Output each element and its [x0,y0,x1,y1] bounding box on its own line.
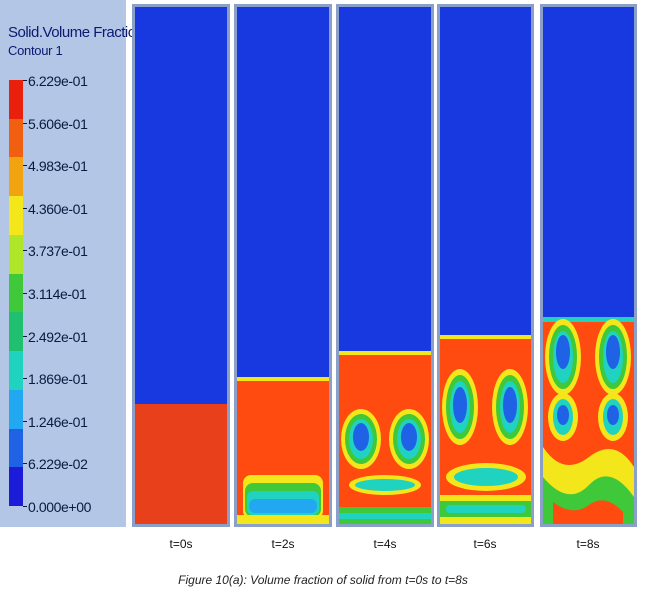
distributor-band [237,515,329,524]
bubble-right-lower [598,393,628,441]
legend-tick-label: 4.360e-01 [28,200,88,217]
legend-tick-mark [23,506,27,507]
legend-tick-label: 0.000e+00 [28,499,91,515]
legend-subtitle: Contour 1 [8,43,63,58]
bubble-right [595,319,631,395]
legend-tick-label: 4.983e-01 [28,158,88,175]
colorbar-segment [9,351,23,390]
colorbar-segment [9,428,23,468]
bed-surface [237,377,329,381]
contour-panel-t2 [234,4,332,527]
contour-panel-t0 [132,4,230,527]
legend-tick-mark [23,420,27,422]
legend-tick-label: 3.737e-01 [28,243,88,260]
figure-caption: Figure 10(a): Volume fraction of solid f… [178,573,468,587]
colorbar-segment [9,273,23,313]
colorbar-segment [9,467,23,507]
contour-t0 [135,7,227,524]
time-label: t=6s [473,537,497,551]
legend-tick-mark [23,80,27,81]
bed-surface [440,335,531,339]
legend-title: Solid.Volume Fraction [8,24,144,41]
bed-surface [543,317,634,322]
colorbar [9,80,23,507]
colorbar-segment [9,389,23,429]
time-label: t=2s [271,537,295,551]
bubble-core [249,499,317,513]
time-label: t=8s [576,537,600,551]
colorbar-segment [9,234,23,274]
colorbar-segment [9,312,23,352]
legend-tick-label: 6.229e-02 [28,456,88,473]
contour-t6 [440,7,531,524]
contour-panel-t8 [540,4,637,527]
legend-tick-label: 1.246e-01 [28,413,88,430]
contour-t2 [237,7,329,524]
time-label: t=0s [169,537,193,551]
legend-tick-label: 3.114e-01 [28,286,87,302]
contour-panel-t4 [336,4,434,527]
legend-tick-label: 2.492e-01 [28,328,88,345]
bed-surface [339,351,431,355]
time-label: t=4s [373,537,397,551]
legend-tick-mark [23,207,27,209]
solid-bed [135,404,227,524]
bubble-left [545,319,581,395]
colorbar-segment [9,196,23,235]
legend-tick-mark [23,378,27,380]
colorbar-segment [9,80,23,119]
bubble-left-lower [548,393,578,441]
bubble-left [341,409,381,469]
legend-tick-mark [23,165,27,167]
legend-tick-label: 6.229e-01 [28,73,88,89]
legend-panel: Solid.Volume Fraction Contour 1 6.229e-0… [0,0,144,527]
bubble-left [442,369,478,445]
bubble-right [492,369,528,445]
colorbar-segment [9,118,23,158]
legend-tick-label: 1.869e-01 [28,371,88,388]
legend-tick-label: 5.606e-01 [28,115,88,132]
legend-tick-mark [23,122,27,124]
bubble-right [389,409,429,469]
legend-tick-mark [23,250,27,252]
contour-t4 [339,7,431,524]
legend-tick-mark [23,293,27,294]
contour-panel-t6 [437,4,534,527]
legend-tick-mark [23,335,27,337]
colorbar-segment [9,157,23,197]
contour-t8 [543,7,634,524]
legend-tick-mark [23,463,27,465]
